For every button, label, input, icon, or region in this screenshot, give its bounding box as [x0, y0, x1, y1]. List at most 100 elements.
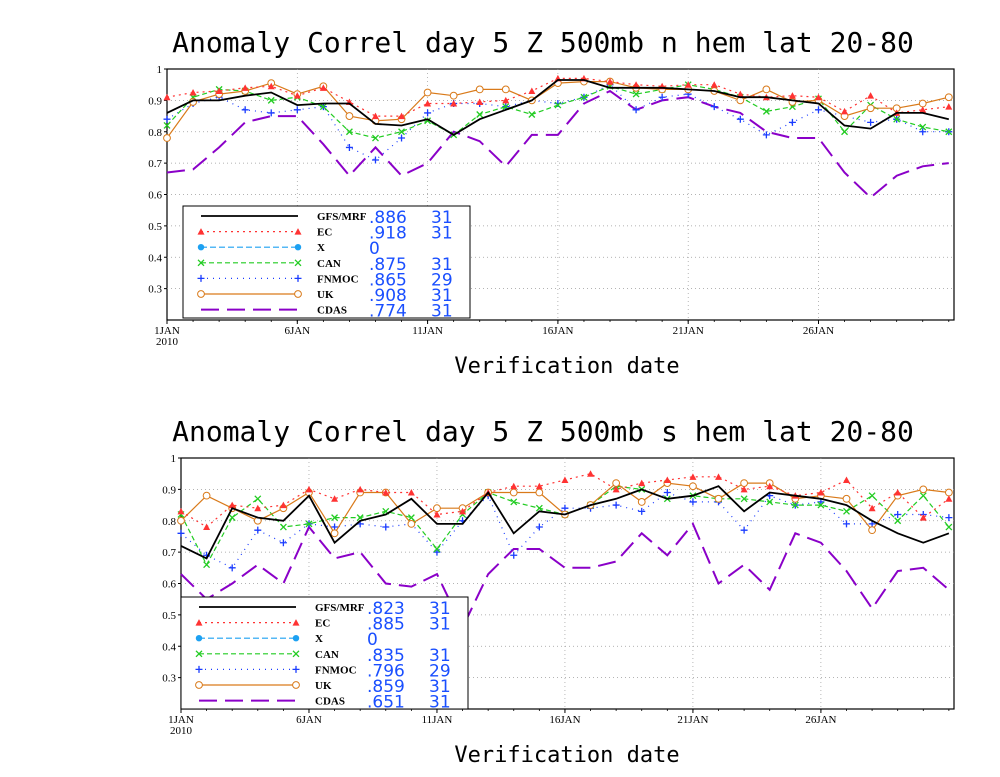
data-point: [398, 112, 406, 120]
legend-score: .835: [367, 646, 405, 666]
legend-count: 31: [431, 255, 453, 275]
data-point: [632, 106, 640, 114]
data-point: [241, 84, 249, 91]
data-point: [919, 123, 927, 131]
data-point: [554, 101, 562, 109]
y-tick-label: 0.8: [148, 127, 162, 139]
data-point: [371, 112, 379, 120]
x-tick-label: 26JAN: [805, 714, 836, 726]
y-tick-label: 0.4: [148, 252, 162, 264]
legend-marker: [195, 635, 203, 642]
x-tick-label: 16JAN: [549, 714, 580, 726]
legend-score: .796: [367, 661, 405, 681]
data-point: [632, 81, 640, 88]
legend-marker: [294, 228, 302, 235]
data-point: [632, 90, 640, 98]
data-point: [714, 494, 723, 503]
data-point: [867, 92, 875, 99]
data-point: [509, 488, 518, 497]
data-point: [345, 143, 353, 151]
legend-marker: [195, 665, 203, 673]
data-point: [842, 494, 851, 503]
data-point: [762, 131, 770, 139]
data-point: [228, 514, 236, 522]
data-point: [202, 491, 211, 500]
data-point: [424, 109, 432, 117]
data-point: [612, 485, 620, 493]
series-line: [166, 89, 949, 199]
legend-marker: [197, 290, 205, 298]
data-point: [945, 495, 953, 502]
data-point: [841, 128, 849, 136]
legend-count: 31: [429, 615, 451, 635]
legend-marker: [197, 244, 205, 251]
data-point: [305, 520, 313, 528]
legend-marker: [195, 650, 203, 658]
data-point: [945, 128, 953, 136]
data-point: [817, 489, 825, 496]
data-point: [868, 492, 876, 500]
data-point: [894, 489, 902, 496]
legend-item-can: CAN .835 31: [195, 646, 451, 666]
data-point: [382, 523, 390, 531]
data-point: [663, 489, 671, 497]
data-point: [843, 507, 850, 515]
legend-name: CDAS: [317, 305, 347, 317]
legend-name: CAN: [317, 258, 341, 270]
data-point: [894, 510, 902, 518]
data-point: [689, 473, 697, 480]
data-point: [762, 107, 770, 115]
data-point: [689, 482, 697, 491]
legend-count: 31: [429, 599, 451, 619]
series-gfs-mrf: [166, 79, 950, 136]
data-point: [945, 523, 953, 531]
legend-item-cdas: CDAS .651 31: [199, 693, 451, 713]
y-tick-label: 0.9: [162, 484, 176, 496]
legend-marker: [292, 650, 300, 658]
series-cdas: [166, 89, 949, 199]
legend-count: 31: [431, 302, 453, 322]
data-point: [663, 476, 671, 483]
legend-count: 31: [431, 208, 453, 228]
data-point: [398, 128, 405, 136]
x-tick-label: 6JAN: [284, 325, 310, 337]
data-point: [561, 504, 569, 512]
legend-item-fnmoc: FNMOC .865 29: [197, 270, 453, 290]
legend-item-gfs-mrf: GFS/MRF .823 31: [199, 599, 451, 619]
legend-score: .908: [369, 286, 407, 306]
legend-marker: [195, 619, 203, 626]
chart-title: Anomaly Correl day 5 Z 500mb n hem lat 2…: [172, 26, 914, 59]
y-tick-label: 0.4: [162, 641, 176, 653]
data-point: [267, 96, 275, 104]
legend-name: CDAS: [315, 696, 345, 708]
data-point: [345, 112, 354, 120]
data-point: [228, 501, 236, 509]
y-tick-label: 0.3: [148, 284, 162, 296]
data-point: [356, 485, 364, 493]
x-axis-label: Verification date: [454, 354, 679, 379]
data-point: [203, 561, 211, 569]
y-tick-label: 0.8: [162, 516, 176, 528]
data-point: [638, 479, 646, 487]
legend-marker: [292, 681, 300, 689]
data-point: [788, 92, 796, 99]
y-tick-label: 0.5: [162, 610, 176, 622]
legend-score: .885: [367, 615, 405, 635]
data-point: [163, 122, 171, 129]
legend-name: CAN: [315, 649, 339, 661]
legend-marker: [294, 274, 302, 282]
legend-item-uk: UK .908 31: [197, 286, 453, 306]
data-point: [715, 473, 723, 480]
data-point: [203, 523, 211, 531]
y-tick-label: 1: [171, 453, 177, 465]
data-point: [279, 501, 287, 509]
data-point: [177, 529, 185, 537]
data-point: [319, 103, 327, 111]
series-ec: [177, 470, 953, 531]
data-point: [868, 526, 876, 535]
x-tick-label: 21JAN: [673, 325, 704, 337]
legend-item-ec: EC .918 31: [197, 224, 453, 244]
